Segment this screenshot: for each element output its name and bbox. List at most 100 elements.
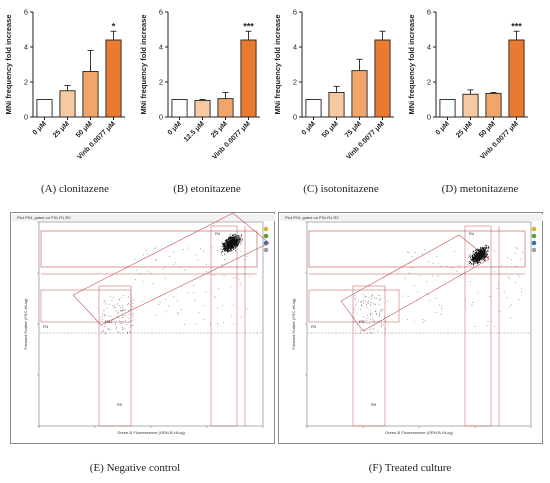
event-dot — [370, 313, 372, 315]
event-dot — [141, 301, 143, 302]
event-dot — [481, 259, 483, 261]
event-dot — [487, 321, 489, 322]
event-dot — [480, 256, 482, 258]
event-dot — [472, 252, 474, 254]
event-dot — [478, 259, 480, 261]
event-dot — [239, 240, 241, 242]
event-dot — [372, 316, 373, 318]
event-dot — [484, 245, 486, 247]
plot-tool-icon — [263, 233, 269, 239]
event-dot — [422, 253, 423, 255]
gate-band-left — [308, 289, 400, 323]
event-dot — [483, 255, 484, 257]
event-dot — [235, 247, 236, 249]
event-dot — [481, 247, 483, 249]
event-dot — [482, 256, 484, 258]
event-dot — [470, 258, 472, 260]
event-dot — [519, 276, 521, 277]
plot-tool-icon — [531, 226, 537, 232]
event-dot — [372, 319, 374, 321]
event-dot — [374, 297, 376, 299]
event-dot — [132, 314, 133, 315]
event-dot — [472, 259, 474, 261]
bar — [36, 99, 53, 118]
event-dot — [362, 294, 364, 296]
event-dot — [483, 250, 485, 252]
event-dot — [233, 234, 235, 236]
event-dot — [231, 248, 233, 250]
event-dot — [226, 243, 228, 245]
event-dot — [228, 244, 230, 246]
event-dot — [514, 252, 516, 254]
event-dot — [367, 300, 369, 302]
event-dot — [222, 250, 224, 252]
event-dot — [417, 292, 419, 293]
bar — [82, 71, 99, 118]
event-dot — [482, 252, 484, 254]
event-dot — [233, 238, 235, 239]
x-tick-label: 50 μM — [478, 120, 497, 139]
event-dot — [225, 243, 227, 245]
event-dot — [228, 238, 230, 240]
event-dot — [235, 237, 237, 239]
y-tick-label: 0 — [293, 113, 297, 122]
event-dot — [478, 256, 480, 258]
event-dot — [366, 333, 368, 334]
event-dot — [402, 295, 404, 297]
event-dot — [225, 247, 227, 249]
event-dot — [355, 302, 357, 304]
event-dot — [361, 304, 362, 306]
event-dot — [472, 302, 474, 303]
event-dot — [133, 312, 135, 314]
event-dot — [423, 322, 425, 323]
event-dot — [485, 254, 487, 256]
event-dot — [475, 255, 477, 257]
event-dot — [128, 310, 129, 312]
event-dot — [230, 245, 231, 247]
event-dot — [232, 239, 234, 241]
event-dot — [477, 255, 479, 257]
event-dot — [481, 254, 483, 256]
event-dot — [371, 298, 372, 300]
event-dot — [225, 245, 227, 247]
event-dot — [476, 254, 478, 256]
caption-c: (C) isotonitazene — [303, 183, 379, 195]
bar — [240, 39, 257, 118]
event-dot — [479, 258, 480, 260]
event-dot — [230, 237, 232, 239]
event-dot — [422, 319, 424, 320]
event-dot — [114, 322, 116, 323]
event-dot — [118, 331, 119, 333]
event-dot — [231, 241, 233, 243]
event-dot — [480, 253, 482, 254]
event-dot — [369, 309, 371, 311]
event-dot — [378, 316, 380, 318]
event-dot — [122, 316, 124, 318]
event-dot — [387, 324, 389, 325]
caption-a: (A) clonitazene — [40, 183, 110, 195]
plot-tool-icon — [263, 226, 269, 232]
event-dot — [487, 247, 489, 249]
x-tick-label: 0 μM — [167, 120, 183, 136]
gate-band-top — [308, 230, 526, 268]
event-dot — [121, 317, 123, 319]
event-dot — [482, 250, 484, 252]
event-dot — [218, 288, 219, 290]
event-dot — [484, 252, 485, 253]
event-dot — [235, 238, 237, 239]
event-dot — [134, 258, 136, 260]
event-dot — [477, 252, 479, 254]
event-dot — [236, 245, 238, 247]
event-dot — [407, 296, 409, 297]
event-dot — [475, 252, 477, 254]
event-dot — [472, 251, 474, 252]
event-dot — [470, 262, 472, 264]
flow-plot-negative-control: Plot P04, gated on P01.R1.R2 Green-B Fluo… — [10, 212, 275, 444]
event-dot — [247, 308, 248, 310]
event-dot — [484, 253, 486, 254]
event-dot — [100, 332, 102, 334]
plot-title: Plot P04, gated on P01.R1.R2 — [285, 215, 339, 220]
event-dot — [235, 241, 237, 243]
event-dot — [478, 254, 480, 256]
event-dot — [510, 317, 512, 318]
